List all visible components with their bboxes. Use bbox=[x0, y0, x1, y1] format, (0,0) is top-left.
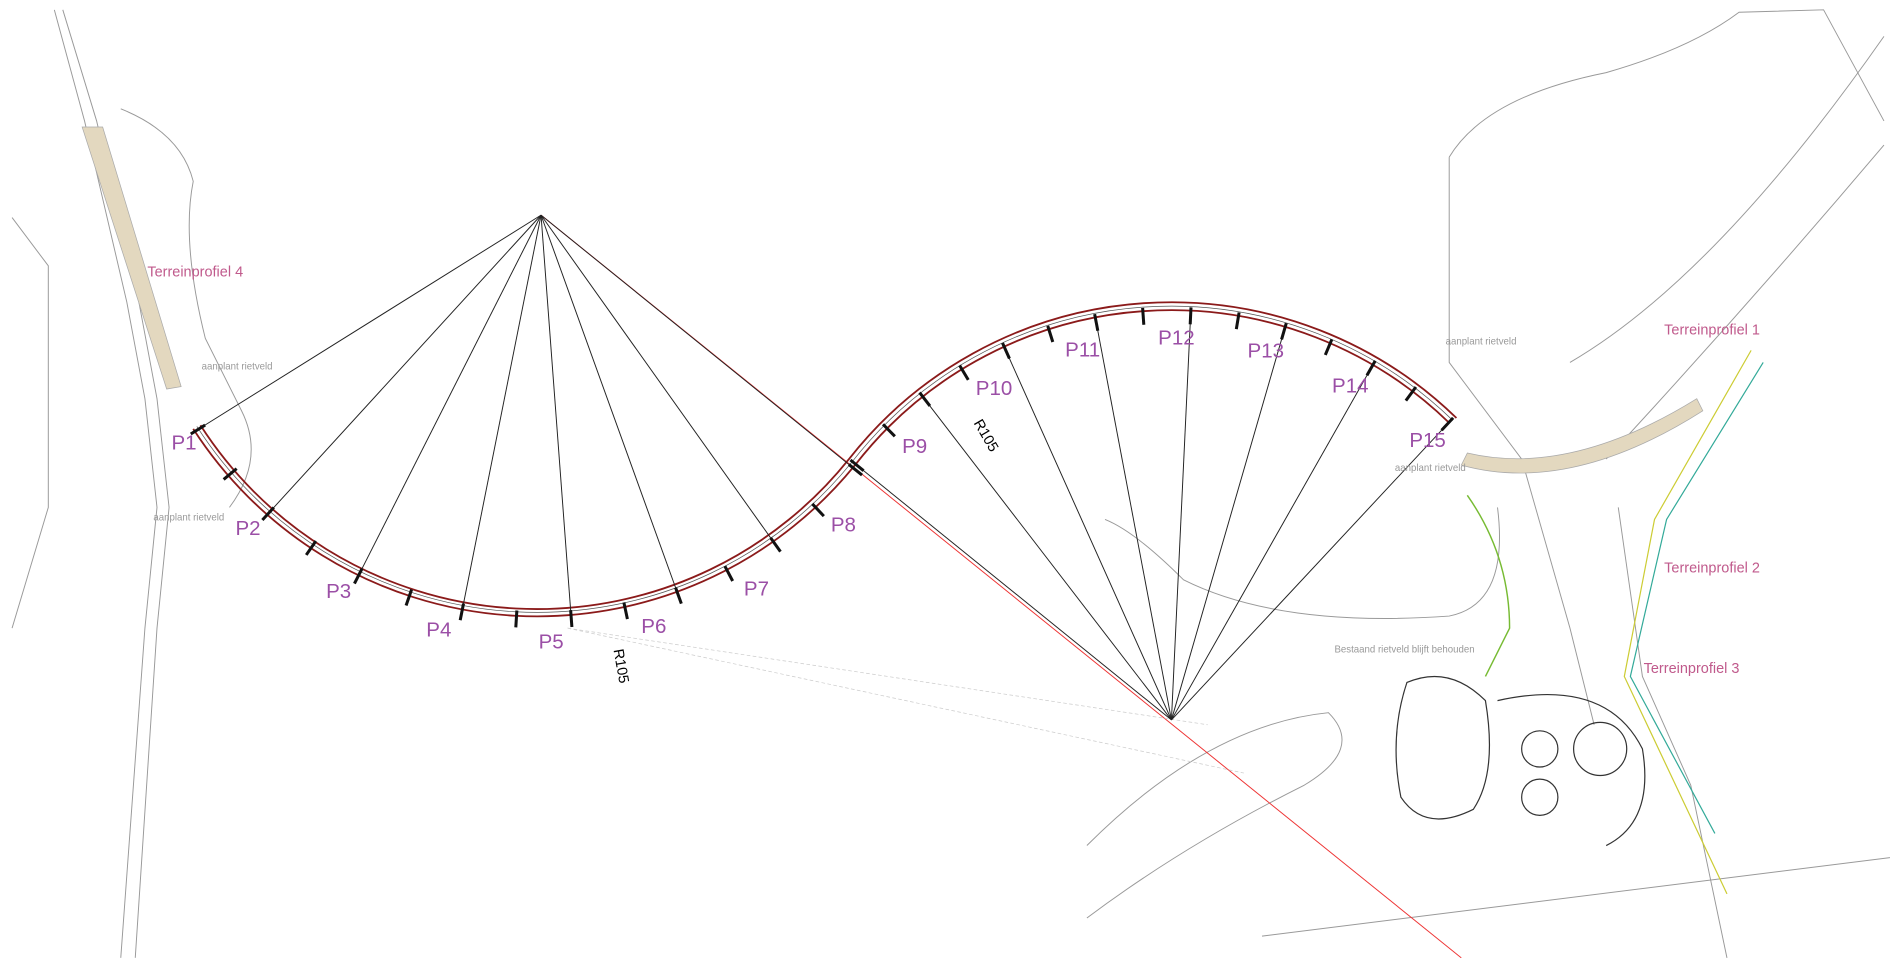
deck-joint bbox=[1404, 386, 1418, 402]
pillar-label: P2 bbox=[235, 517, 260, 540]
radial-line bbox=[267, 214, 542, 515]
deck-joint bbox=[918, 391, 932, 407]
pillar-label: P11 bbox=[1065, 338, 1100, 361]
profile-label: Terreinprofiel 3 bbox=[1644, 661, 1740, 677]
deck-joint bbox=[1046, 325, 1055, 343]
pillar-label: P4 bbox=[426, 619, 451, 642]
radial-line bbox=[540, 214, 856, 471]
deck-joint bbox=[769, 537, 782, 553]
deck-joint bbox=[1234, 312, 1241, 330]
deck-joint bbox=[811, 502, 825, 518]
pillar-label: P6 bbox=[641, 615, 666, 638]
pillar-label: P7 bbox=[744, 578, 769, 601]
radial-line bbox=[357, 214, 542, 577]
deck-joint bbox=[305, 540, 318, 556]
profile-label: Terreinprofiel 4 bbox=[147, 265, 243, 281]
pillar-label: P1 bbox=[171, 431, 196, 454]
deck-joint bbox=[404, 589, 414, 606]
radius-label: R105 bbox=[610, 648, 632, 685]
pillar-label: P14 bbox=[1332, 375, 1369, 398]
deck-joint bbox=[261, 506, 275, 522]
radial-line bbox=[540, 214, 776, 546]
deck-joint bbox=[569, 610, 574, 628]
radial-line bbox=[924, 398, 1172, 721]
radial-line bbox=[856, 464, 1172, 721]
bridge bbox=[192, 301, 1458, 618]
radial-line bbox=[1170, 331, 1285, 721]
deck-joint bbox=[881, 423, 896, 438]
pillar-label: P3 bbox=[326, 580, 351, 603]
deck-joint bbox=[723, 565, 734, 582]
deck-joint bbox=[674, 587, 683, 605]
deck-joint bbox=[458, 603, 465, 621]
deck-joint bbox=[1440, 416, 1455, 432]
area-label: aanplant rietveld bbox=[1395, 463, 1466, 474]
pillar-label: P15 bbox=[1409, 429, 1446, 452]
pillar-label: P9 bbox=[902, 435, 927, 458]
radial-line bbox=[540, 215, 572, 619]
pillar-label: P10 bbox=[976, 377, 1013, 400]
radial-line bbox=[540, 214, 679, 596]
radial-line bbox=[1005, 350, 1172, 721]
deck-joint bbox=[1323, 338, 1334, 356]
labels: P1 P2 P3 P4 P5 P6 P7 P8 P9 P10 P11 P12 P… bbox=[147, 265, 1760, 685]
deck-joint bbox=[1093, 313, 1100, 332]
area-label: aanplant rietveld bbox=[1446, 336, 1517, 347]
deck-joint bbox=[847, 463, 863, 477]
area-label: aanplant rietveld bbox=[202, 362, 273, 373]
deck-joint bbox=[1280, 322, 1288, 340]
profile-label: Terreinprofiel 2 bbox=[1664, 561, 1760, 577]
background-linework bbox=[11, 9, 1890, 958]
deck-joint bbox=[353, 567, 364, 585]
radial-line bbox=[461, 215, 542, 612]
radial-line bbox=[197, 214, 542, 430]
deck-joint bbox=[1141, 307, 1146, 325]
deck-joint bbox=[1001, 342, 1011, 360]
deck-joint bbox=[849, 458, 865, 472]
profile-label: Terreinprofiel 1 bbox=[1664, 323, 1760, 339]
radial-line bbox=[1170, 315, 1192, 720]
pillar-label: P5 bbox=[539, 631, 564, 654]
area-label: Bestaand rietveld blijft behouden bbox=[1334, 644, 1474, 655]
deck-joint bbox=[1365, 359, 1377, 377]
radial-line bbox=[1171, 423, 1448, 721]
pillar-label: P13 bbox=[1248, 340, 1285, 363]
pillar-label: P12 bbox=[1158, 326, 1195, 349]
deck-joint bbox=[514, 610, 519, 628]
pillar-label: P8 bbox=[831, 514, 856, 537]
deck-joint bbox=[622, 602, 629, 620]
radial-lines bbox=[189, 214, 1455, 721]
radial-line bbox=[1095, 322, 1172, 721]
deck-joint bbox=[958, 364, 970, 381]
radius-label: R105 bbox=[970, 417, 1001, 455]
deck-joint bbox=[189, 423, 206, 436]
deck-joint bbox=[1188, 307, 1193, 325]
area-label: aanplant rietveld bbox=[153, 513, 224, 524]
deck-joint bbox=[222, 467, 238, 481]
radial-line bbox=[1171, 367, 1372, 721]
